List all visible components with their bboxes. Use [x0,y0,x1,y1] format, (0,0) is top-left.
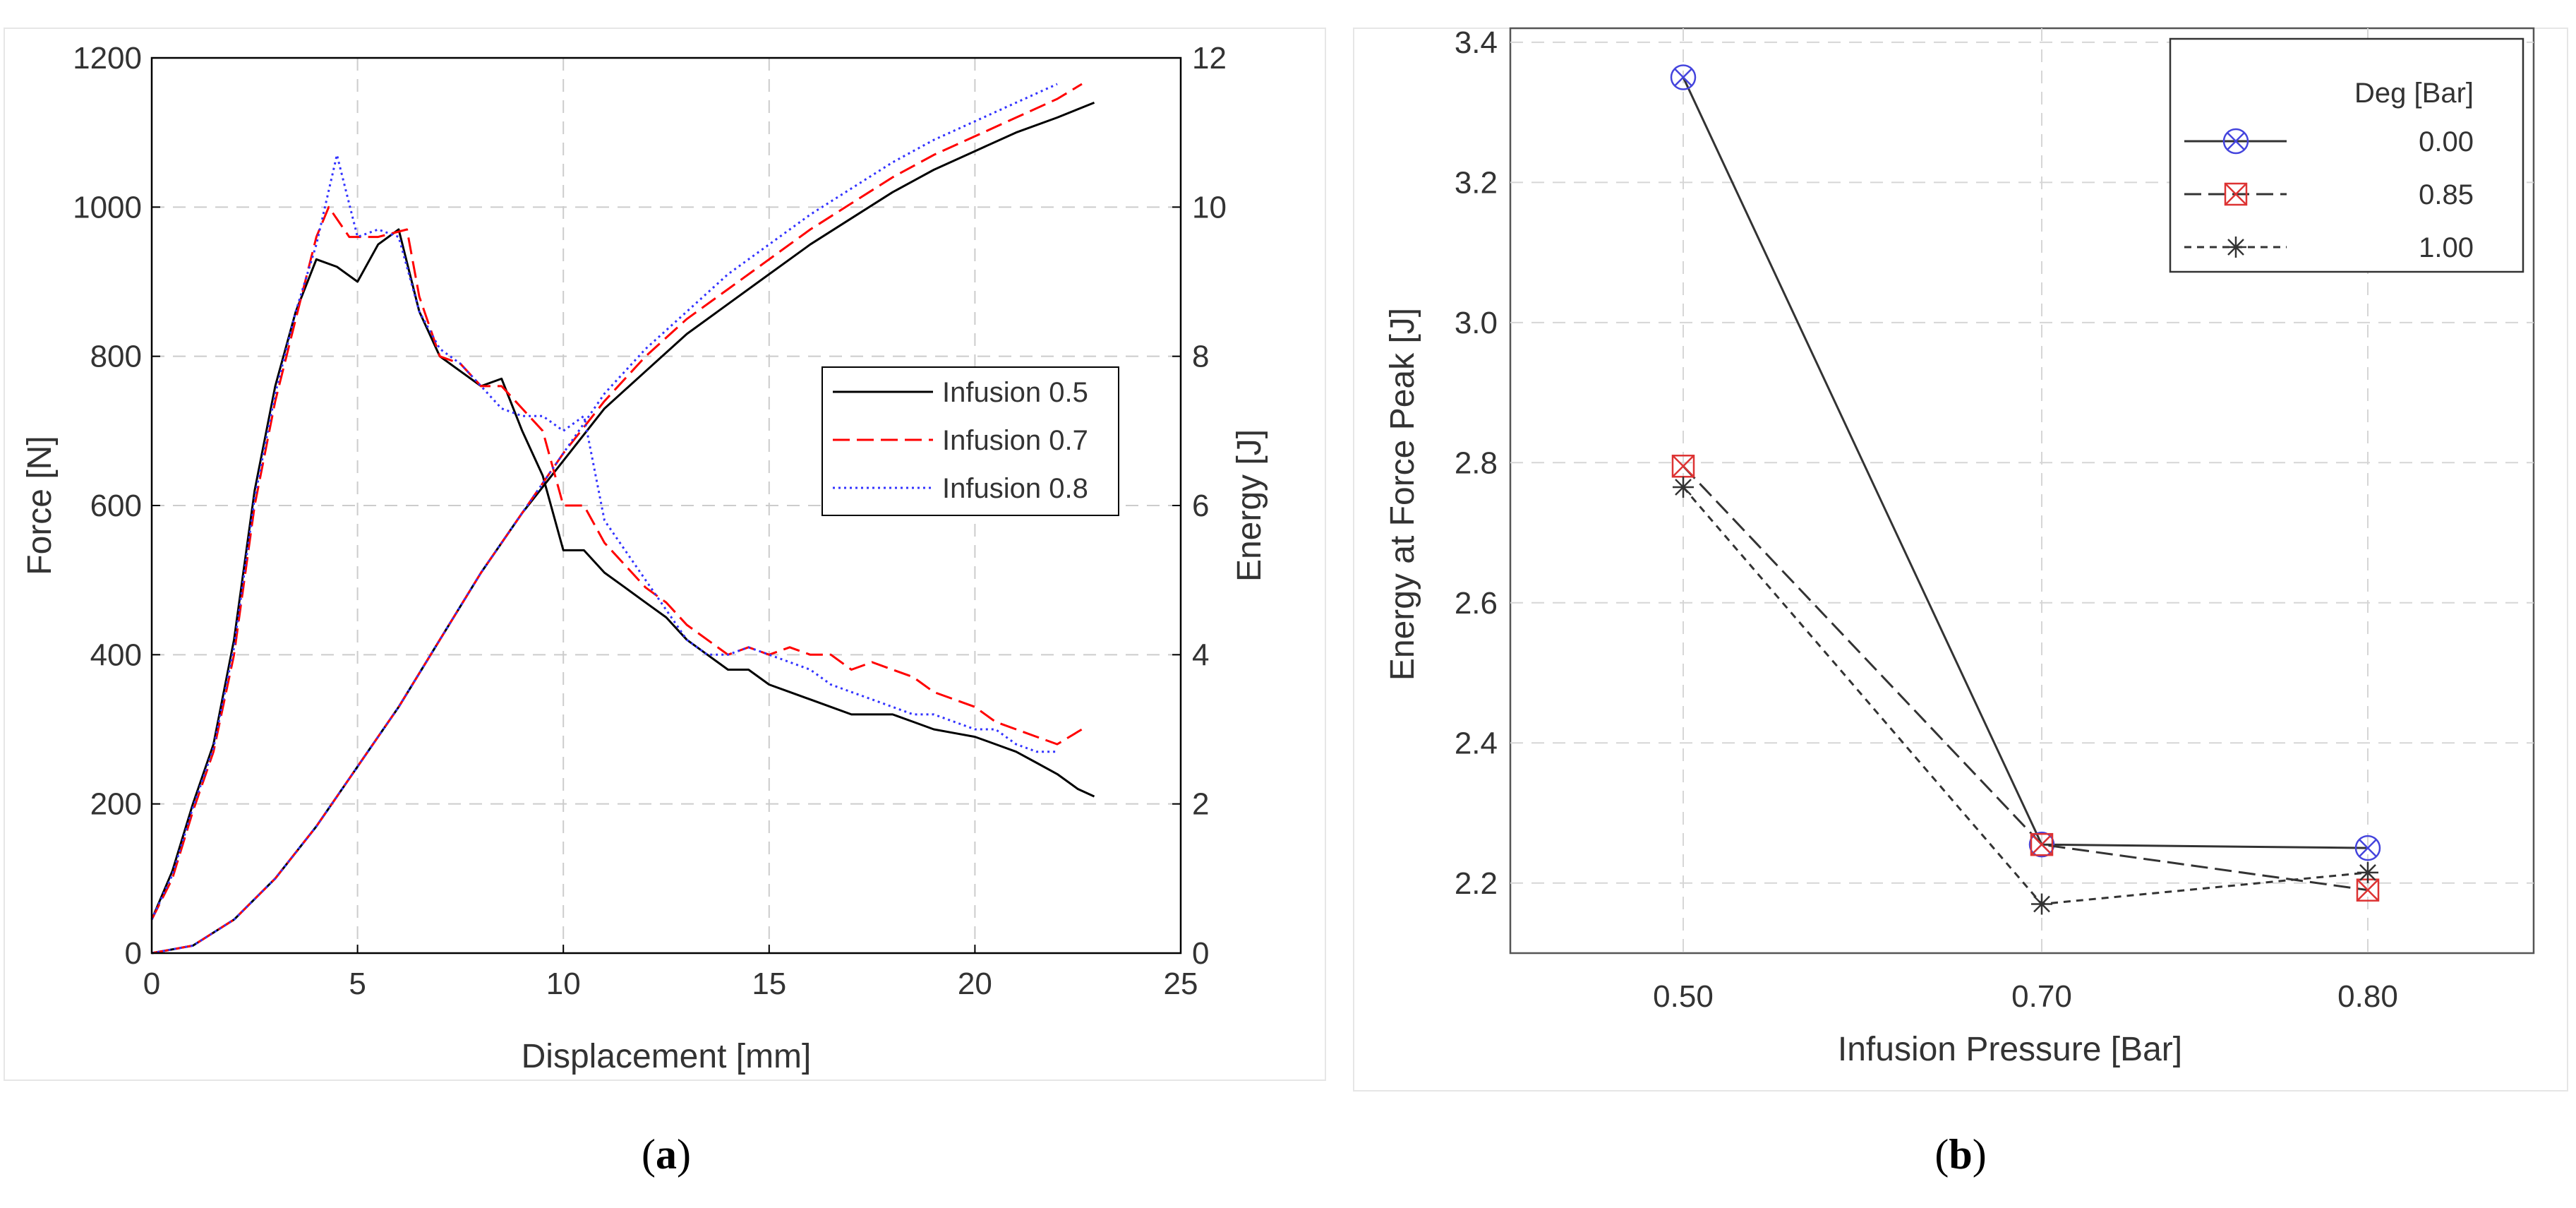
panel-b-xtick-label: 0.80 [2337,979,2398,1014]
panel-a-ytick-label: 1000 [73,190,142,225]
marker-circle [1670,64,1697,90]
panel-a-y2tick-label: 12 [1192,41,1227,76]
panel-b-legend-title: Deg [Bar] [2354,78,2474,109]
panel-b-ytick-label: 3.4 [1455,25,1498,60]
panel-a-xtick-label: 0 [143,967,160,1001]
panel-a-ytick-label: 800 [90,340,142,374]
panel-b-legend: Deg [Bar] 0.00 0.85 1.00 [2169,37,2524,273]
panel-a-ytick-label: 400 [90,638,142,672]
marker-star-arm [2359,863,2376,881]
panel-a-y2tick-label: 2 [1192,787,1209,822]
panel-b-series-line-3 [1682,486,2369,906]
marker-cross [2030,833,2053,856]
panel-a-y2tick-label: 4 [1192,638,1209,672]
panel-b-point [1670,64,1697,90]
panel-a-ytick-label: 200 [90,787,142,822]
panel-b-ytick-label: 2.6 [1455,586,1498,621]
panel-b-plot-area [1670,64,2381,915]
marker-cross [2359,839,2377,858]
panel-b-legend-label: 1.00 [2419,232,2474,263]
panel-b-ytick-label: 3.0 [1455,306,1498,340]
panel-b-ytick-label: 2.2 [1455,866,1498,901]
panel-b-legend-box [2169,37,2524,273]
panel-b-legend-marker [2224,182,2248,206]
panel-a-outer-border [4,28,1326,1081]
panel-a-plot-area [150,83,1095,955]
panel-a-xtick-label: 5 [349,967,366,1001]
panel-a-ytick-label: 1200 [73,41,142,76]
marker-star-arm [2033,895,2050,913]
panel-a-legend-label: Infusion 0.5 [942,377,1088,408]
panel-a-legend-label: Infusion 0.7 [942,425,1088,456]
panel-b-point [2354,835,2381,861]
panel-b-legend-marker [2225,237,2246,258]
marker-cross [2225,183,2247,205]
marker-cross [2357,878,2379,902]
panel-a-legend-label: Infusion 0.8 [942,473,1088,504]
panel-b: 0.50 0.70 0.80 2.2 2.4 2.6 2.8 3.0 3.2 3.4 Infusi… [1353,25,2568,1092]
panel-b-axes-box [1509,27,2535,955]
panel-b-grid [1510,28,2534,953]
panel-b-ytick-label: 3.2 [1455,165,1498,200]
panel-a-xtick-label: 10 [546,967,581,1001]
panel-b-ticks: 0.50 0.70 0.80 2.2 2.4 2.6 2.8 3.0 3.2 3.4 [1455,25,2398,1014]
panel-b-point [1673,477,1694,498]
panel-a-xlabel: Displacement [mm] [522,1038,812,1075]
panel-b-legend-label: 0.00 [2419,126,2474,157]
marker-circle [2222,128,2249,155]
panel-b-series-line-2 [1682,465,2369,892]
panel-a-y2tick-label: 0 [1192,936,1209,971]
panel-b-xtick-label: 0.70 [2011,979,2072,1014]
panel-a-ylabel: Force [N] [21,436,59,575]
panel-b-caption-letter: b [1949,1131,1972,1178]
panel-a-energy-line-1 [151,102,1095,955]
panel-b-xlabel: Infusion Pressure [Bar] [1838,1031,2182,1068]
panel-a-caption: (a) [642,1131,691,1178]
panel-b-point [2031,893,2052,915]
panel-a-ytick-label: 600 [90,489,142,523]
panel-b-ytick-label: 2.4 [1455,726,1498,760]
panel-a: 0 5 10 15 20 25020040060080010001200024681012… [4,28,1326,1081]
marker-star-arm [2227,239,2244,256]
panel-a-grid [152,58,1181,953]
panel-a-y2tick-label: 6 [1192,489,1209,523]
panel-a-caption-letter: a [656,1131,677,1178]
panel-b-point [2357,861,2378,883]
panel-b-ytick-label: 2.8 [1455,445,1498,480]
panel-a-y2tick-label: 8 [1192,340,1209,374]
panel-b-point [2030,832,2054,856]
panel-b-caption: (b) [1934,1131,1986,1178]
panel-a-force-line-2 [150,205,1083,921]
panel-a-force-line-3 [150,153,1057,921]
marker-circle [2028,831,2055,858]
panel-b-legend-marker [2222,128,2249,155]
panel-a-ytick-label: 0 [125,936,142,971]
marker-star-arm [1675,479,1692,496]
marker-cross [1672,455,1695,478]
panel-a-energy-line-2 [151,83,1083,955]
panel-b-xtick-label: 0.50 [1653,979,1714,1014]
marker-cross [2227,132,2245,150]
marker-square [2030,832,2054,856]
panel-a-energy-line-3 [151,83,1058,955]
panel-b-legend-label: 0.85 [2419,179,2474,210]
panel-a-xtick-label: 15 [752,967,786,1001]
panel-b-ylabel: Energy at Force Peak [J] [1384,308,1421,681]
panel-a-xtick-label: 25 [1164,967,1198,1001]
marker-square [2224,182,2248,206]
panel-a-y2tick-label: 10 [1192,190,1227,225]
panel-a-legend: Infusion 0.5 Infusion 0.7 Infusion 0.8 [821,366,1119,516]
marker-cross [1674,68,1692,87]
marker-circle [2354,835,2381,861]
panel-a-xtick-label: 20 [958,967,992,1001]
panel-a-force-line-1 [150,228,1095,921]
panel-a-y2label: Energy [J] [1231,429,1268,582]
